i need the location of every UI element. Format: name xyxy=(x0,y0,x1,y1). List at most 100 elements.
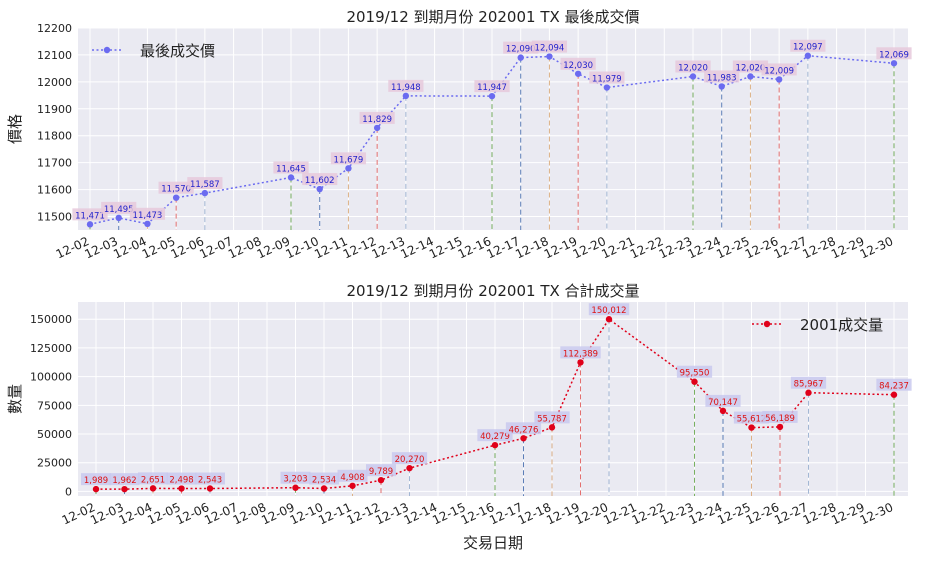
price-data-point xyxy=(287,174,295,181)
volume-data-label: 112,389 xyxy=(563,349,598,359)
volume-data-point xyxy=(805,389,812,396)
volume-data-point xyxy=(149,485,157,492)
volume-data-point xyxy=(406,464,413,472)
price-data-point xyxy=(546,53,553,60)
volume-data-point xyxy=(178,485,185,492)
price-data-label-bg xyxy=(675,60,711,73)
price-x-tick-label: 12-30 xyxy=(858,234,896,261)
volume-data-label: 2,498 xyxy=(169,476,193,486)
volume-data-point xyxy=(92,485,100,493)
price-legend-label: 最後成交價 xyxy=(140,42,215,60)
volume-data-label-bg xyxy=(790,376,827,389)
price-data-label-bg xyxy=(531,40,568,53)
volume-data-point xyxy=(320,485,328,492)
volume-data-label: 70,147 xyxy=(708,398,738,408)
price-data-point xyxy=(775,76,783,83)
volume-x-ticks: 12-0212-0312-0412-0512-0612-0712-0812-09… xyxy=(60,500,896,527)
volume-data-label-bg xyxy=(560,346,601,359)
price-data-label: 11,948 xyxy=(391,83,421,93)
volume-data-point xyxy=(491,441,499,449)
price-data-label: 12,097 xyxy=(793,43,823,53)
volume-y-ticks: 0 25000 50000 75000 100000 125000 150000 xyxy=(30,313,72,498)
volume-data-point xyxy=(776,423,784,431)
price-data-point xyxy=(689,73,697,80)
volume-data-label: 40,279 xyxy=(480,432,510,442)
volume-data-label: 1,962 xyxy=(112,476,136,486)
price-data-label-bg xyxy=(876,47,912,60)
volume-data-labels: 1,989 1,962 2,651 2,498 2,543 3,203 2,534 4,908… xyxy=(81,303,912,486)
volume-data-label-bg xyxy=(733,411,770,424)
volume-data-label-bg xyxy=(195,472,225,485)
price-data-label: 11,587 xyxy=(190,180,220,190)
volume-data-point xyxy=(349,482,356,489)
price-data-point xyxy=(172,194,180,201)
price-data-label-bg xyxy=(129,207,166,220)
price-chart-title: 2019/12 到期月份 202001 TX 最後成交價 xyxy=(346,8,639,26)
price-data-point xyxy=(747,73,754,80)
volume-data-label-bg xyxy=(337,469,368,482)
price-data-label-bg xyxy=(589,71,625,84)
volume-data-label: 2,543 xyxy=(198,475,222,485)
volume-data-label-bg xyxy=(366,464,396,477)
price-data-point xyxy=(890,60,898,67)
price-data-label: 12,094 xyxy=(535,44,565,54)
price-data-label-bg xyxy=(704,70,740,83)
volume-y-tick-label: 125000 xyxy=(30,342,72,355)
price-y-axis-label: 價格 xyxy=(6,114,24,144)
volume-y-tick-label: 75000 xyxy=(37,399,72,412)
price-data-point xyxy=(804,52,812,59)
volume-data-label: 3,203 xyxy=(283,475,307,485)
price-data-point xyxy=(574,70,582,77)
price-data-point xyxy=(316,185,323,193)
volume-data-point xyxy=(577,359,584,366)
volume-data-point xyxy=(719,407,727,415)
price-data-label: 12,030 xyxy=(563,61,593,71)
price-data-label: 12,069 xyxy=(879,50,909,60)
price-data-point xyxy=(373,124,381,132)
price-data-label: 11,947 xyxy=(477,83,507,93)
price-data-point xyxy=(144,220,151,228)
price-data-point xyxy=(86,221,94,228)
price-data-label-bg xyxy=(330,152,367,165)
volume-data-label: 55,612 xyxy=(737,415,767,425)
price-data-label: 12,020 xyxy=(736,63,766,73)
volume-data-label-bg xyxy=(588,303,630,316)
volume-y-tick-label: 0 xyxy=(65,485,72,498)
volume-data-label-bg xyxy=(81,473,111,486)
volume-y-axis-label: 數量 xyxy=(6,384,24,414)
volume-data-label: 1,989 xyxy=(84,476,108,486)
price-data-label-bg xyxy=(302,173,338,186)
volume-data-label: 84,237 xyxy=(879,382,909,392)
volume-data-label: 85,967 xyxy=(794,380,824,390)
price-y-ticks: 11500 11600 11700 11800 11900 12000 12100 12200 xyxy=(37,22,72,224)
price-data-label-bg xyxy=(732,60,769,73)
volume-data-label-bg xyxy=(534,411,570,424)
price-data-label-bg xyxy=(273,161,309,174)
price-legend-marker xyxy=(103,46,111,54)
price-data-label: 11,829 xyxy=(362,115,392,125)
price-legend: 最後成交價 xyxy=(92,42,215,60)
price-plot-area xyxy=(78,28,908,230)
volume-data-point xyxy=(548,424,556,431)
volume-legend-marker xyxy=(763,320,771,328)
volume-data-label-bg xyxy=(166,472,197,485)
price-y-tick-label: 12100 xyxy=(37,49,72,62)
volume-data-label: 56,189 xyxy=(765,414,795,424)
volume-data-label: 20,270 xyxy=(395,455,425,465)
volume-data-label-bg xyxy=(280,471,311,484)
price-data-point xyxy=(345,165,352,172)
price-data-label: 11,979 xyxy=(592,75,622,85)
price-data-label: 11,471 xyxy=(75,211,105,221)
price-data-label: 12,009 xyxy=(764,66,794,76)
volume-data-label-bg xyxy=(505,422,542,435)
price-data-label-bg xyxy=(158,181,194,194)
price-drop-lines xyxy=(89,55,895,230)
volume-data-label: 9,789 xyxy=(369,467,393,477)
volume-data-point xyxy=(691,378,698,385)
price-data-label: 11,679 xyxy=(334,155,364,165)
price-y-tick-label: 11500 xyxy=(37,211,72,224)
price-points xyxy=(86,52,898,228)
price-x-ticks: 12-0212-0312-0412-0512-0612-0712-0812-09… xyxy=(54,234,896,261)
price-data-label-bg xyxy=(503,41,539,54)
